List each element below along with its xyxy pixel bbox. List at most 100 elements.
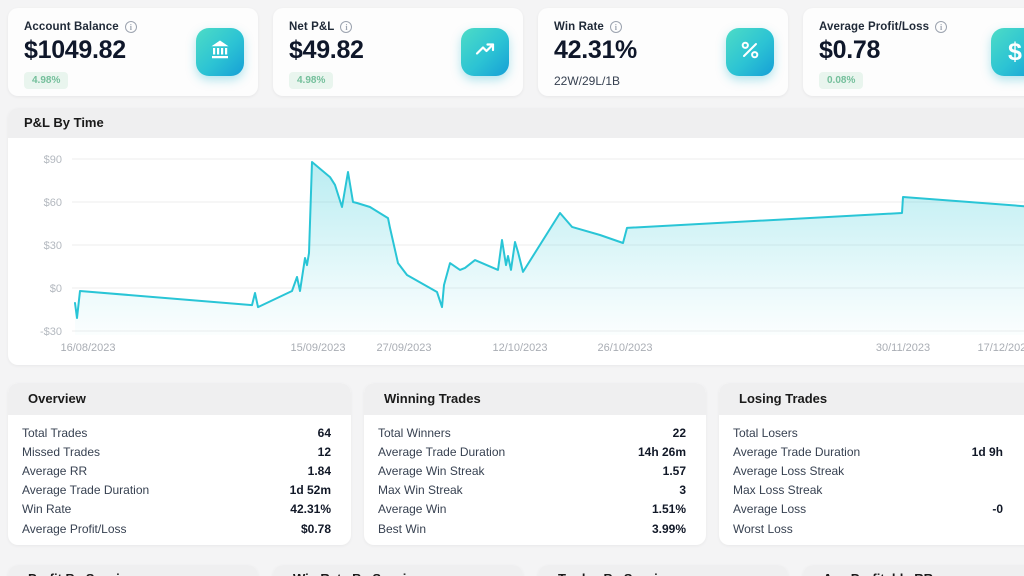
row-label: Worst Loss: [733, 521, 793, 536]
stats-row: Total Winners 22: [378, 423, 686, 442]
info-icon[interactable]: i: [340, 21, 353, 33]
info-icon[interactable]: i: [124, 21, 137, 33]
panel-header: Trades By Session: [538, 565, 788, 576]
panel-header: Profit By Session: [8, 565, 258, 576]
y-tick-label: $60: [44, 197, 62, 209]
stat-card-title: Account Balance: [24, 21, 119, 33]
panel-header: Win Rate By Session: [273, 565, 523, 576]
bank-icon: [208, 38, 232, 67]
row-value: 3.99%: [651, 521, 686, 536]
stats-row: Best Win 3.99%: [378, 519, 686, 538]
panel-header: P&L By Time: [8, 108, 1024, 138]
x-tick-label: 17/12/2023: [977, 342, 1024, 354]
x-tick-label: 30/11/2023: [876, 342, 930, 354]
stat-card-title: Average Profit/Loss: [819, 21, 930, 33]
y-tick-label: -$30: [40, 326, 62, 338]
x-tick-label: 16/08/2023: [60, 342, 115, 354]
pnl-area-chart[interactable]: $90 $60 $30 $0 -$30 16/08/2023 15/09/2023 27/09…: [8, 138, 1024, 365]
stat-badge: 0.08%: [819, 72, 864, 89]
info-icon[interactable]: i: [609, 21, 622, 33]
trades-by-session-panel: Trades By Session: [538, 565, 788, 576]
win-rate-by-session-panel: Win Rate By Session: [273, 565, 523, 576]
stats-row: Missed Trades 12: [22, 442, 331, 461]
stats-row: Max Win Streak 3: [378, 481, 686, 500]
row-value: $0.78: [300, 521, 331, 536]
chart-canvas[interactable]: $90 $60 $30 $0 -$30 16/08/2023 15/09/2023 27/09…: [8, 138, 1024, 365]
x-tick-label: 12/10/2023: [492, 342, 547, 354]
stat-card-net-pnl: Net P&L i $49.82 4.98%: [273, 8, 523, 96]
losing-trades-panel: Losing Trades Total Losers Average Trade…: [719, 383, 1024, 545]
row-value: 1d 52m: [289, 483, 331, 498]
row-value: 1d 9h: [971, 444, 1003, 459]
percent-icon: [738, 38, 762, 67]
panel-header: Losing Trades: [719, 383, 1024, 415]
row-label: Average Profit/Loss: [22, 521, 127, 536]
y-tick-label: $0: [50, 283, 62, 295]
stats-row: Average Win Streak 1.57: [378, 461, 686, 480]
icon-tile: [726, 28, 774, 76]
stats-row: Average Loss -0: [733, 500, 1024, 519]
avg-profitable-rr-panel: Avg Profitable RR: [803, 565, 1024, 576]
row-value: 64: [317, 425, 331, 440]
pnl-by-time-panel: P&L By Time $90 $60 $30 $0 -$30 16/08/2023 15/…: [8, 108, 1024, 365]
y-tick-label: $30: [44, 240, 62, 252]
stats-row: Average Win 1.51%: [378, 500, 686, 519]
dollar-icon: $: [1008, 37, 1022, 66]
icon-tile: $: [991, 28, 1024, 76]
row-label: Average Win Streak: [378, 463, 485, 478]
row-label: Max Loss Streak: [733, 483, 823, 498]
x-tick-label: 15/09/2023: [290, 342, 345, 354]
profit-by-session-panel: Profit By Session: [8, 565, 258, 576]
row-label: Win Rate: [22, 502, 72, 517]
row-value: 3: [679, 483, 686, 498]
x-tick-label: 27/09/2023: [376, 342, 431, 354]
row-label: Average Trade Duration: [22, 483, 150, 498]
stats-row: Total Trades 64: [22, 423, 331, 442]
row-value: 1.57: [662, 463, 686, 478]
stat-badge: 4.98%: [24, 72, 69, 89]
stat-card-title: Win Rate: [554, 21, 604, 33]
row-label: Average Loss: [733, 502, 807, 517]
stats-row: Average Trade Duration 1d 52m: [22, 481, 331, 500]
stats-row: Average RR 1.84: [22, 461, 331, 480]
stats-row: Average Loss Streak: [733, 461, 1024, 480]
row-value: 42.31%: [290, 502, 331, 517]
panel-header: Winning Trades: [364, 383, 706, 415]
row-label: Total Winners: [378, 425, 451, 440]
panel-header: Avg Profitable RR: [803, 565, 1024, 576]
row-value: -0: [992, 502, 1003, 517]
trend-up-icon: [473, 38, 497, 67]
stat-subtext: 22W/29L/1B: [554, 74, 621, 88]
panel-header: Overview: [8, 383, 351, 415]
pnl-line: [74, 161, 1024, 319]
icon-tile: [196, 28, 244, 76]
stats-row: Total Losers: [733, 423, 1024, 442]
stat-card-value: $1049.82: [24, 36, 126, 64]
row-label: Average Trade Duration: [378, 444, 506, 459]
stats-row: Win Rate 42.31%: [22, 500, 331, 519]
row-label: Average Trade Duration: [733, 444, 861, 459]
row-label: Total Trades: [22, 425, 88, 440]
stat-card-account-balance: Account Balance i $1049.82 4.98%: [8, 8, 258, 96]
row-value: 12: [317, 444, 331, 459]
row-value: 1.51%: [651, 502, 686, 517]
row-label: Missed Trades: [22, 444, 101, 459]
stats-row: Average Trade Duration 14h 26m: [378, 442, 686, 461]
overview-panel: Overview Total Trades 64 Missed Trades 1…: [8, 383, 351, 545]
icon-tile: [461, 28, 509, 76]
stats-row: Average Trade Duration 1d 9h: [733, 442, 1024, 461]
stat-card-value: $0.78: [819, 36, 881, 64]
row-label: Best Win: [378, 521, 427, 536]
row-label: Max Win Streak: [378, 483, 463, 498]
row-value: 14h 26m: [637, 444, 686, 459]
winning-trades-panel: Winning Trades Total Winners 22 Average …: [364, 383, 706, 545]
row-label: Average RR: [22, 463, 88, 478]
stat-card-value: $49.82: [289, 36, 364, 64]
y-tick-label: $90: [44, 154, 62, 166]
x-tick-label: 26/10/2023: [597, 342, 652, 354]
info-icon[interactable]: i: [935, 21, 948, 33]
stat-badge: 4.98%: [289, 72, 334, 89]
stat-card-average-profit-loss: Average Profit/Loss i $0.78 0.08% $: [803, 8, 1024, 96]
stats-row: Worst Loss: [733, 519, 1024, 538]
